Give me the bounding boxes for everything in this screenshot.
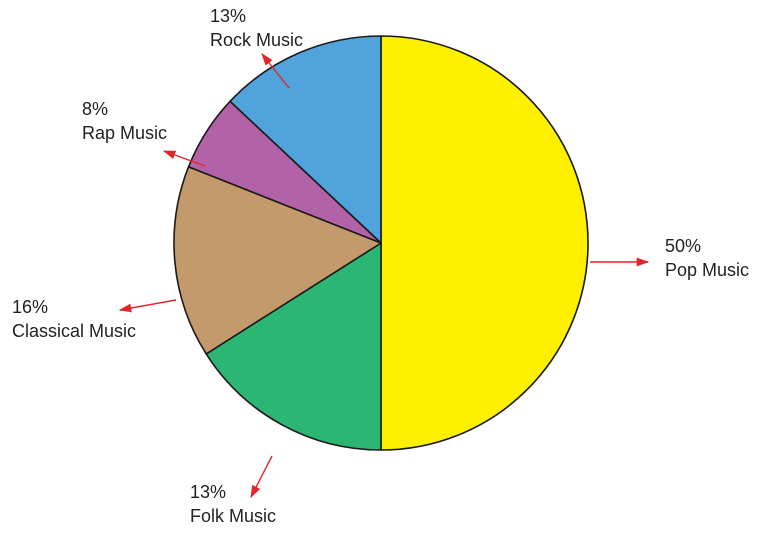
slice-rock-music [229, 35, 382, 244]
category-label-pop-music: Pop Music [665, 260, 749, 280]
slice-pop-music [380, 35, 589, 451]
percent-label-pop-music: 50% [665, 236, 701, 256]
slice-classical-music [173, 166, 382, 355]
pie-slices [173, 35, 589, 451]
slice-folk-music [205, 242, 382, 451]
pie-labels: 50% Pop Music 13% Folk Music 16% Classical Mu… [12, 6, 749, 526]
category-label-classical-music: Classical Music [12, 321, 136, 341]
arrow-classical-music [118, 299, 177, 313]
percent-label-rap-music: 8% [82, 99, 108, 119]
category-label-rap-music: Rap Music [82, 123, 167, 143]
arrow-folk-music [250, 455, 273, 499]
arrow-rap-music [162, 150, 206, 167]
percent-label-classical-music: 16% [12, 297, 48, 317]
category-label-rock-music: Rock Music [210, 30, 303, 50]
arrow-rock-music [261, 53, 290, 89]
category-label-folk-music: Folk Music [190, 506, 276, 526]
percent-label-folk-music: 13% [190, 482, 226, 502]
percent-label-rock-music: 13% [210, 6, 246, 26]
